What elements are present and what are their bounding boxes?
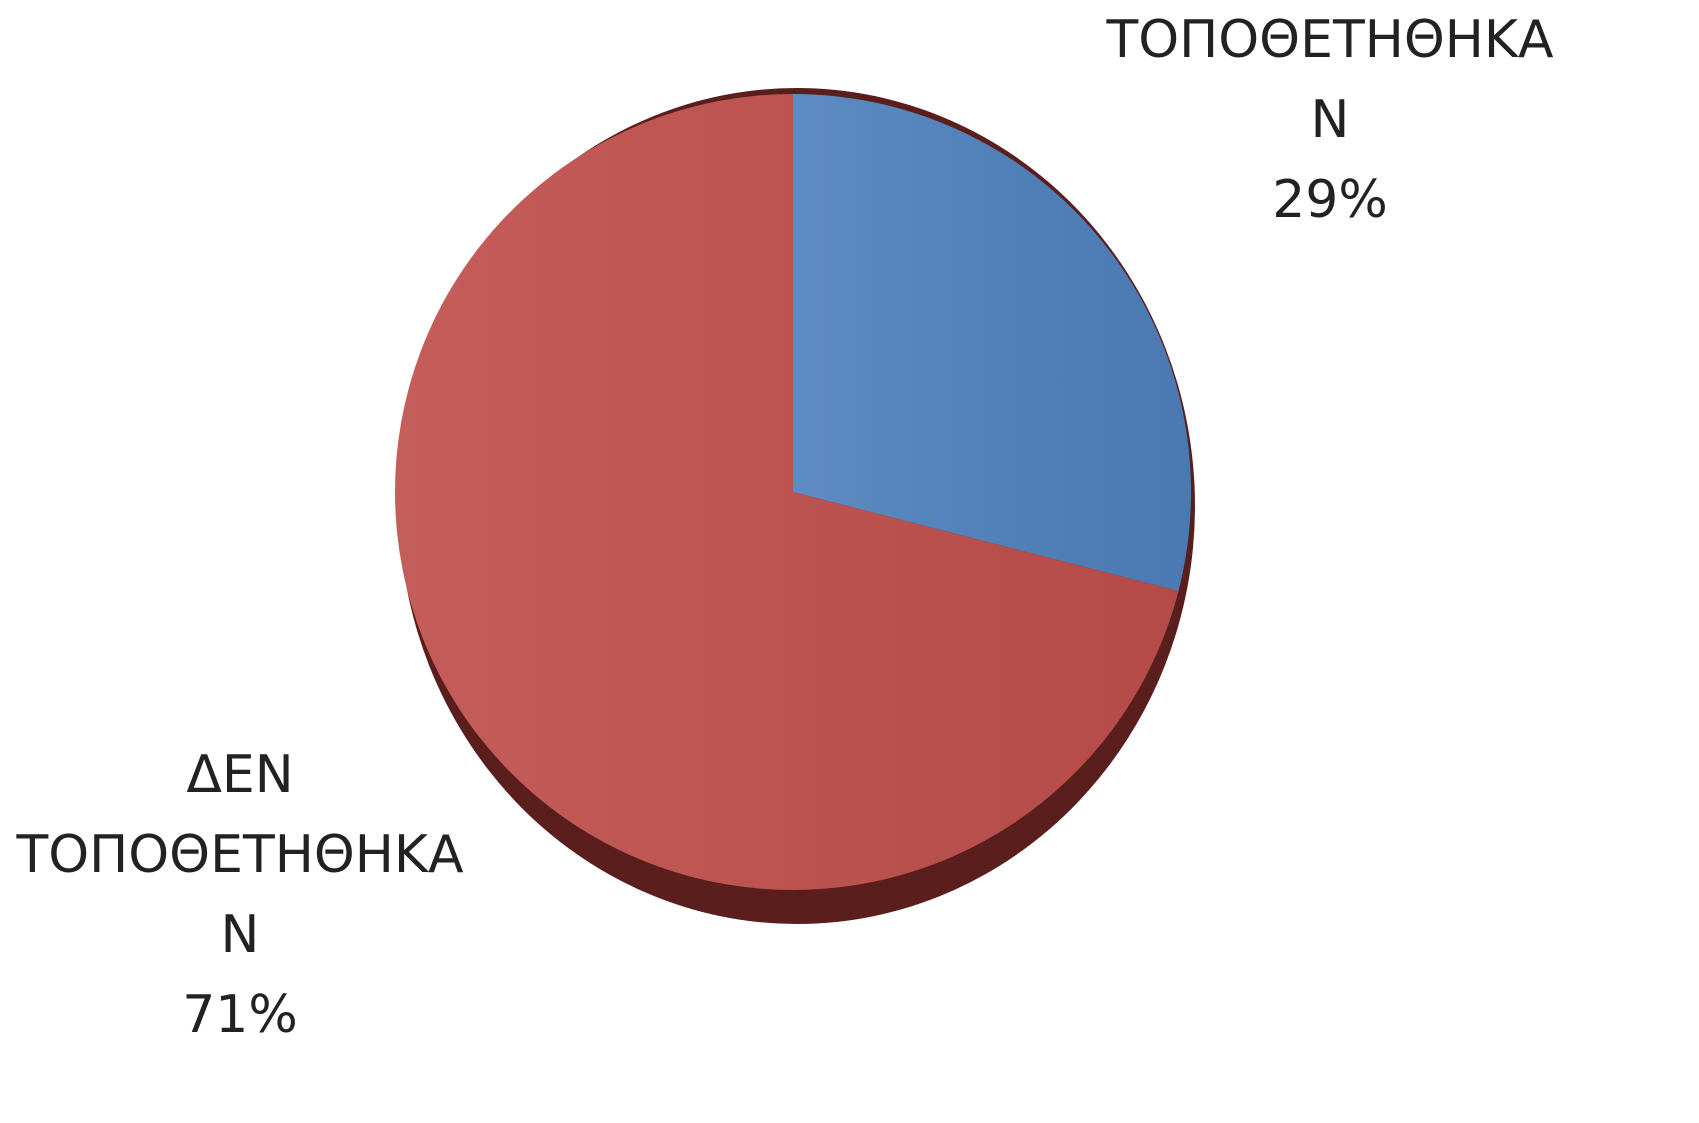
slice-shade [793,94,1191,591]
data-label: ΔΕΝ ΤΟΠΟΘΕΤΗΘΗΚΑΝ 71% [5,735,475,1055]
value-label: 71% [182,985,298,1045]
category-label: ΤΟΠΟΘΕΤΗΘΗΚΑΝ [1106,10,1554,150]
data-label: ΤΟΠΟΘΕΤΗΘΗΚΑΝ 29% [1095,0,1565,240]
value-label: 29% [1272,170,1388,230]
slice-shade [395,94,1179,891]
category-label: ΔΕΝ ΤΟΠΟΘΕΤΗΘΗΚΑΝ [16,745,464,965]
